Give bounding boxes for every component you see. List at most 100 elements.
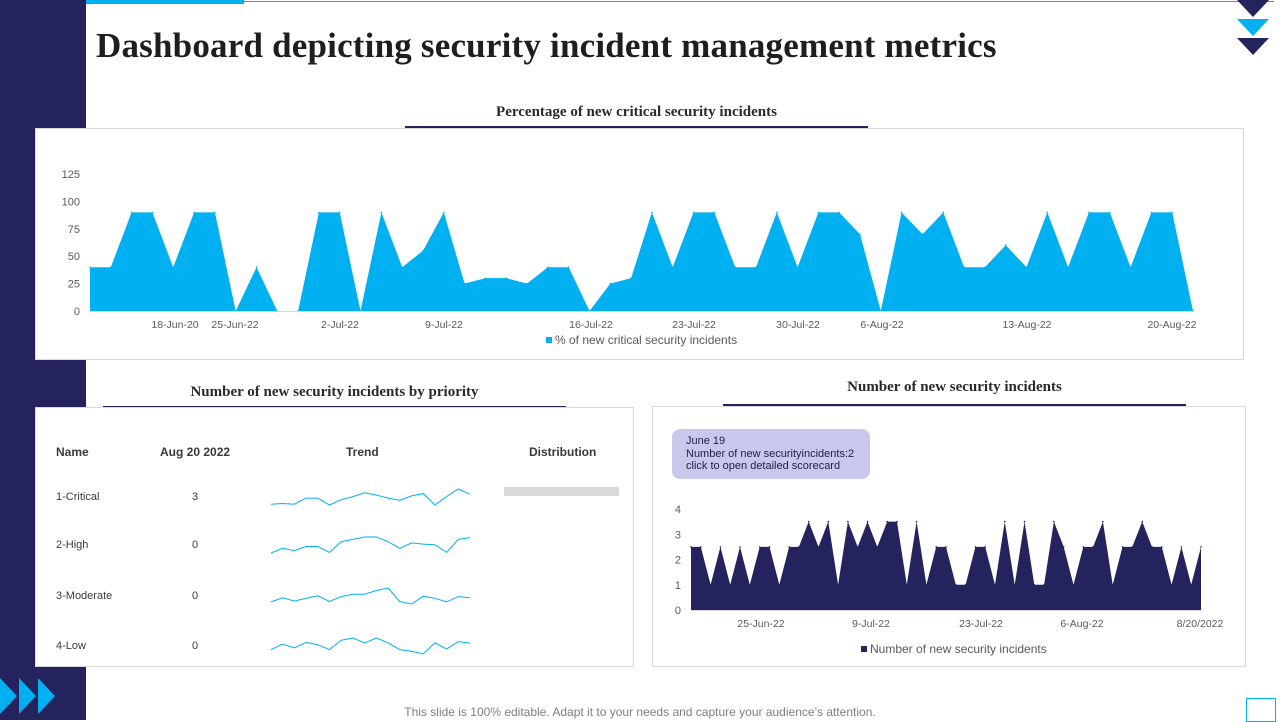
data-point	[974, 546, 977, 548]
data-point	[193, 211, 195, 214]
critical-chart-title: Percentage of new critical security inci…	[496, 104, 777, 120]
data-point	[856, 546, 859, 548]
data-point	[915, 520, 918, 523]
data-point	[925, 584, 928, 586]
data-point	[690, 546, 692, 548]
series-area	[691, 521, 1201, 610]
distribution-bar	[504, 487, 619, 496]
data-point	[567, 266, 570, 268]
data-point	[151, 211, 154, 214]
y-tick-label: 4	[675, 504, 681, 516]
data-point	[1121, 546, 1124, 548]
x-tick-label: 6-Aug-22	[1060, 618, 1103, 630]
data-point	[130, 211, 133, 214]
data-point	[526, 282, 528, 285]
triangle-right-icon	[0, 678, 55, 714]
data-point	[547, 266, 549, 268]
data-point	[484, 277, 487, 279]
data-point	[1102, 520, 1104, 523]
x-tick-label: 30-Jul-22	[776, 319, 820, 331]
y-tick-label: 25	[68, 279, 80, 291]
data-point	[1004, 244, 1007, 246]
data-point	[847, 520, 849, 523]
critical-chart-panel: 0 25 50 75 100 125 18-Jun-20 25-Jun-22 2-Jul-22 9…	[35, 128, 1244, 360]
incidents-chart-title: Number of new security incidents	[847, 379, 1062, 395]
data-point	[1092, 546, 1094, 548]
data-point	[964, 584, 967, 586]
data-point	[255, 266, 258, 268]
y-tick-label: 0	[74, 306, 80, 318]
y-tick-label: 0	[675, 605, 681, 617]
data-point	[338, 211, 341, 214]
row-value: 0	[192, 539, 199, 551]
data-point	[798, 546, 800, 548]
data-point	[609, 282, 612, 285]
x-tick-label: 9-Jul-22	[852, 618, 890, 630]
critical-title-underline	[405, 126, 868, 128]
data-point	[463, 282, 466, 285]
top-accent-line	[244, 1, 1274, 2]
data-point	[1072, 584, 1075, 586]
data-point	[1046, 211, 1049, 214]
data-point	[1180, 546, 1183, 548]
data-point	[734, 266, 736, 268]
data-point	[900, 211, 903, 214]
data-point	[739, 546, 741, 548]
critical-incidents-area-chart: 0 25 50 75 100 125 18-Jun-20 25-Jun-22 2-Jul-22 9…	[62, 169, 1197, 347]
data-point	[1161, 546, 1163, 548]
y-tick-label: 1	[675, 580, 681, 592]
data-point	[749, 584, 751, 586]
tooltip-link[interactable]: click to open detailed scorecard	[686, 460, 841, 472]
data-point	[214, 211, 216, 214]
x-tick-label: 16-Jul-22	[569, 319, 613, 331]
data-point	[1053, 520, 1055, 523]
data-point	[984, 546, 986, 548]
data-point	[318, 211, 320, 214]
data-point	[817, 546, 820, 548]
row-name: 1-Critical	[56, 491, 100, 503]
data-point	[945, 546, 947, 548]
data-point	[807, 520, 810, 523]
legend-label: Number of new security incidents	[870, 642, 1047, 656]
data-point	[921, 233, 924, 236]
x-tick-label: 13-Aug-22	[1002, 319, 1051, 331]
data-point	[1129, 266, 1132, 268]
row-value: 0	[192, 590, 199, 602]
data-point	[1013, 584, 1016, 586]
data-point	[89, 266, 91, 268]
data-point	[729, 584, 731, 586]
data-point	[1170, 584, 1173, 586]
data-point	[896, 520, 898, 523]
data-point	[172, 266, 174, 268]
incidents-chart-panel: 0 1 2 3 4 25-Jun-22 9-Jul-22 23-Jul-22 6-Aug-22 8…	[652, 406, 1246, 667]
row-name: 2-High	[56, 539, 89, 551]
data-point	[837, 584, 839, 586]
data-point	[700, 546, 702, 548]
data-point	[886, 520, 888, 523]
trend-sparkline	[270, 536, 471, 554]
scorecard-tooltip[interactable]: June 19 Number of new securityincidents:…	[672, 429, 870, 479]
data-point	[817, 211, 820, 214]
data-point	[630, 277, 632, 279]
priority-table-panel: Name Aug 20 2022 Trend Distribution 1-Cr…	[35, 407, 634, 667]
data-point	[984, 266, 986, 268]
tooltip-value: Number of new securityincidents:2	[686, 447, 855, 460]
data-point	[955, 584, 957, 586]
data-point	[827, 520, 830, 523]
trend-sparkline	[270, 488, 471, 506]
footer-note: This slide is 100% editable. Adapt it to…	[404, 705, 876, 719]
data-point	[713, 211, 716, 214]
data-point	[1082, 546, 1085, 548]
column-header-trend: Trend	[346, 445, 379, 459]
data-point	[110, 266, 112, 268]
legend-label: % of new critical security incidents	[555, 333, 737, 347]
data-point	[788, 546, 790, 548]
data-point	[963, 266, 965, 268]
data-point	[1088, 211, 1090, 214]
data-point	[778, 584, 781, 586]
data-point	[1141, 520, 1143, 523]
data-point	[1200, 546, 1202, 548]
top-accent-bar	[86, 0, 244, 4]
data-point	[838, 211, 840, 214]
data-point	[935, 546, 937, 548]
